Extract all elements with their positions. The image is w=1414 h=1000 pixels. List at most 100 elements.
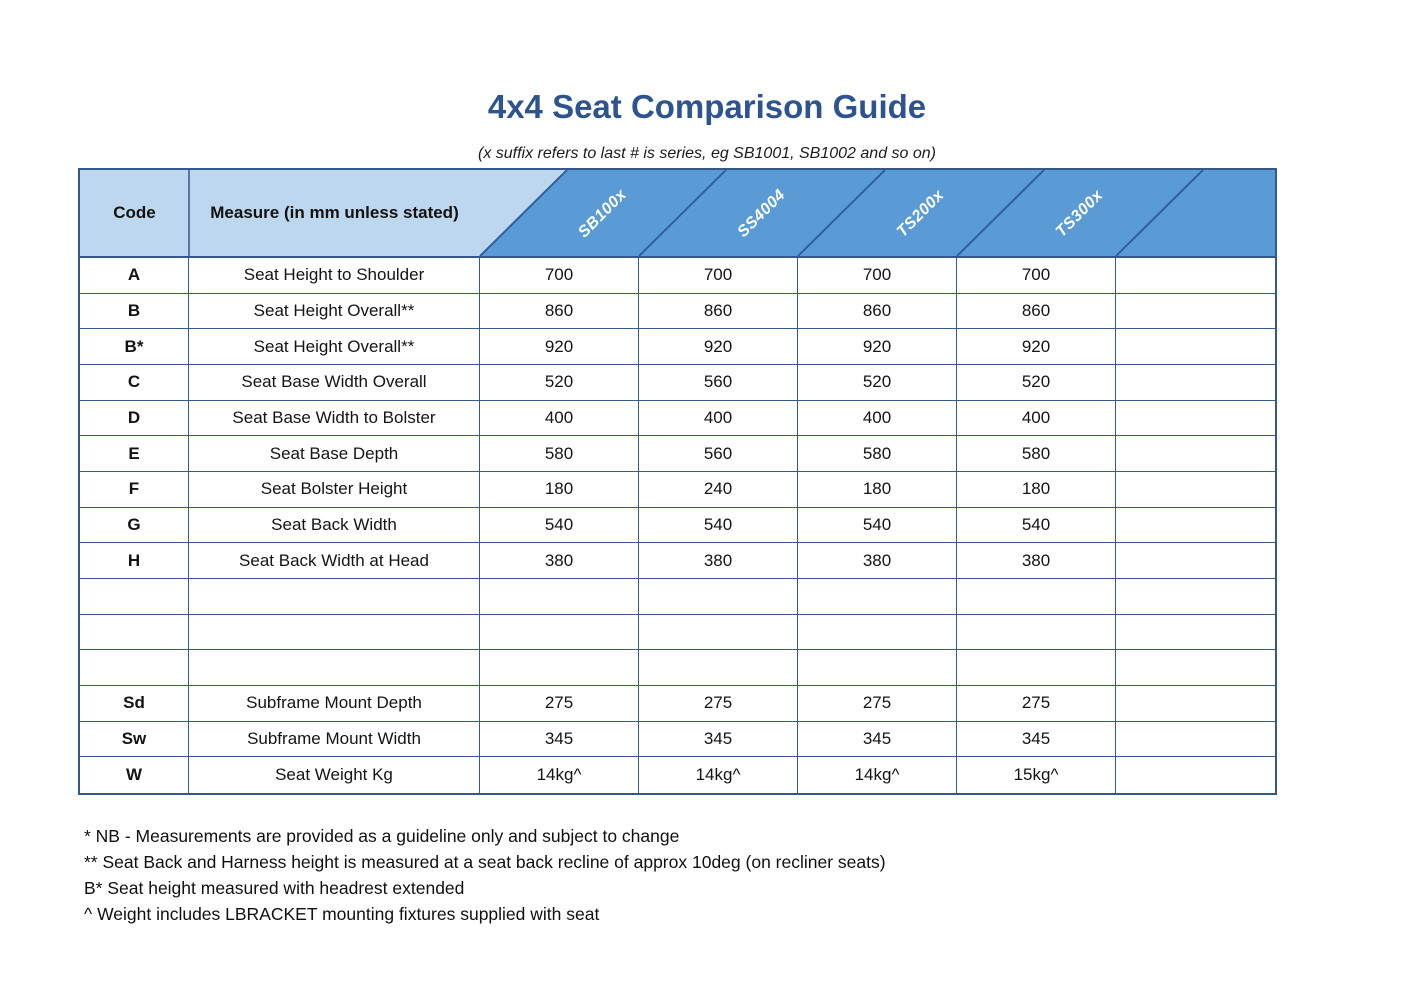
row-value-cell [639, 614, 798, 651]
row-code-cell: D [80, 400, 189, 437]
row-code-cell: F [80, 471, 189, 508]
row-value-cell: 520 [480, 364, 639, 401]
row-value-cell [639, 650, 798, 686]
row-value-cell [798, 650, 957, 686]
row-value-cell [1116, 436, 1275, 472]
row-value-cell: 240 [639, 471, 798, 508]
row-value-cell: 560 [639, 436, 798, 472]
row-code-cell [80, 578, 189, 615]
footnote-line: * NB - Measurements are provided as a gu… [84, 826, 680, 846]
row-value-cell [1116, 579, 1275, 615]
row-code-cell: H [80, 543, 189, 579]
row-value-cell: 400 [480, 400, 639, 437]
row-value-cell [1116, 543, 1275, 579]
row-value-cell: 275 [480, 685, 639, 722]
row-value-cell: 345 [798, 721, 957, 758]
row-value-cell: 700 [480, 258, 639, 294]
row-measure-cell: Seat Weight Kg [189, 757, 480, 793]
row-value-cell: 580 [957, 436, 1116, 472]
row-value-cell: 520 [957, 364, 1116, 401]
row-value-cell: 860 [480, 293, 639, 330]
row-code-cell: B [80, 293, 189, 330]
row-value-cell: 920 [639, 329, 798, 365]
row-measure-cell [189, 650, 480, 686]
row-measure-cell: Seat Height Overall** [189, 329, 480, 365]
footnotes: * NB - Measurements are provided as a gu… [84, 827, 886, 931]
row-value-cell [1116, 401, 1275, 437]
row-measure-cell: Subframe Mount Width [189, 721, 480, 758]
row-value-cell: 400 [798, 400, 957, 437]
comparison-table: Code Measure (in mm unless stated) SB100… [78, 168, 1277, 795]
row-code-cell: C [80, 364, 189, 401]
row-value-cell [1116, 508, 1275, 544]
row-value-cell: 920 [480, 329, 639, 365]
row-value-cell: 860 [639, 293, 798, 330]
row-value-cell: 400 [639, 400, 798, 437]
row-code-cell: B* [80, 329, 189, 365]
row-value-cell: 700 [639, 258, 798, 294]
row-code-cell [80, 650, 189, 686]
row-value-cell: 380 [798, 543, 957, 579]
row-measure-cell: Seat Height Overall** [189, 293, 480, 330]
row-measure-cell: Seat Back Width at Head [189, 543, 480, 579]
row-value-cell: 380 [480, 543, 639, 579]
row-value-cell: 540 [480, 507, 639, 544]
row-value-cell: 400 [957, 400, 1116, 437]
row-value-cell: 380 [957, 543, 1116, 579]
row-value-cell: 540 [639, 507, 798, 544]
row-code-cell: Sw [80, 721, 189, 758]
footnote-line: ** Seat Back and Harness height is measu… [84, 852, 886, 872]
row-value-cell: 580 [480, 436, 639, 472]
measure-column-header: Measure (in mm unless stated) [210, 203, 459, 222]
row-value-cell: 700 [798, 258, 957, 294]
row-measure-cell: Seat Base Width Overall [189, 364, 480, 401]
row-value-cell [798, 578, 957, 615]
row-value-cell: 14kg^ [480, 757, 639, 793]
row-measure-cell: Seat Bolster Height [189, 471, 480, 508]
row-value-cell [1116, 757, 1275, 793]
row-value-cell [1116, 686, 1275, 722]
row-value-cell: 345 [480, 721, 639, 758]
row-value-cell [798, 614, 957, 651]
row-value-cell: 920 [798, 329, 957, 365]
row-value-cell: 345 [957, 721, 1116, 758]
row-value-cell [1116, 615, 1275, 651]
row-value-cell: 540 [798, 507, 957, 544]
row-value-cell: 700 [957, 258, 1116, 294]
row-value-cell [1116, 472, 1275, 508]
page-title: 4x4 Seat Comparison Guide [487, 88, 927, 125]
row-value-cell: 560 [639, 364, 798, 401]
row-value-cell: 275 [957, 685, 1116, 722]
row-code-cell: A [80, 258, 189, 294]
row-value-cell [957, 578, 1116, 615]
row-value-cell [1116, 365, 1275, 401]
row-value-cell: 380 [639, 543, 798, 579]
row-value-cell [639, 578, 798, 615]
footnote-line: ^ Weight includes LBRACKET mounting fixt… [84, 904, 600, 924]
row-value-cell [1116, 294, 1275, 330]
row-measure-cell: Seat Back Width [189, 507, 480, 544]
row-value-cell [480, 578, 639, 615]
row-value-cell: 14kg^ [639, 757, 798, 793]
row-value-cell: 345 [639, 721, 798, 758]
row-value-cell [480, 614, 639, 651]
row-measure-cell [189, 578, 480, 615]
row-value-cell: 520 [798, 364, 957, 401]
table-header: Code Measure (in mm unless stated) SB100… [80, 170, 1275, 258]
table-body: A Seat Height to Shoulder 700 700 700 700 B Sea… [80, 258, 1275, 793]
page-subtitle: (x suffix refers to last # is series, eg… [477, 145, 936, 162]
row-value-cell [957, 650, 1116, 686]
footnote-line: B* Seat height measured with headrest ex… [84, 878, 465, 898]
row-measure-cell [189, 614, 480, 651]
row-value-cell [1116, 722, 1275, 758]
row-value-cell [1116, 650, 1275, 686]
row-value-cell: 920 [957, 329, 1116, 365]
row-value-cell: 860 [798, 293, 957, 330]
row-code-cell: W [80, 757, 189, 793]
row-code-cell [80, 614, 189, 651]
row-value-cell: 180 [798, 471, 957, 508]
row-value-cell [1116, 258, 1275, 294]
row-measure-cell: Seat Height to Shoulder [189, 258, 480, 294]
row-value-cell [1116, 329, 1275, 365]
